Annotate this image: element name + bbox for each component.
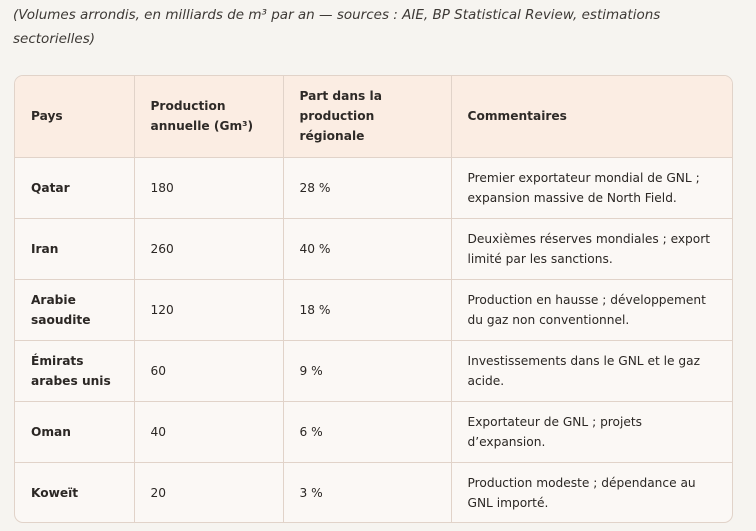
- cell-country: Oman: [15, 401, 135, 463]
- cell-comment: Investissements dans le GNL et le gaz ac…: [451, 340, 732, 402]
- cell-share: 3 %: [283, 462, 452, 522]
- table-row: Oman 40 6 % Exportateur de GNL ; projets d’…: [15, 401, 732, 463]
- table-caption: (Volumes arrondis, en milliards de m³ pa…: [13, 7, 661, 47]
- cell-comment: Premier exportateur mondial de GNL ; exp…: [451, 157, 732, 219]
- table-header-row: Pays Production annuelle (Gm³) Part dans…: [15, 76, 732, 158]
- header-production: Production annuelle (Gm³): [134, 76, 284, 158]
- cell-country: Qatar: [15, 157, 135, 219]
- cell-comment: Exportateur de GNL ; projets d’expansion…: [451, 401, 732, 463]
- cell-share: 28 %: [283, 157, 452, 219]
- cell-production: 60: [134, 340, 284, 402]
- table-row: Arabie saoudite 120 18 % Production en haus…: [15, 279, 732, 341]
- cell-production: 20: [134, 462, 284, 522]
- header-comments: Commentaires: [451, 76, 732, 158]
- cell-country: Iran: [15, 218, 135, 280]
- cell-production: 260: [134, 218, 284, 280]
- cell-production: 40: [134, 401, 284, 463]
- cell-comment: Deuxièmes réserves mondiales ; export li…: [451, 218, 732, 280]
- table-row: Qatar 180 28 % Premier exportateur mondial …: [15, 157, 732, 219]
- cell-country: Arabie saoudite: [15, 279, 135, 341]
- gas-production-table: Pays Production annuelle (Gm³) Part dans…: [14, 75, 733, 523]
- cell-country: Koweït: [15, 462, 135, 522]
- cell-country: Émirats arabes unis: [15, 340, 135, 402]
- cell-share: 18 %: [283, 279, 452, 341]
- table-row: Iran 260 40 % Deuxièmes réserves mondiales …: [15, 218, 732, 280]
- cell-comment: Production en hausse ; développement du …: [451, 279, 732, 341]
- cell-share: 40 %: [283, 218, 452, 280]
- cell-production: 180: [134, 157, 284, 219]
- cell-comment: Production modeste ; dépendance au GNL i…: [467, 475, 696, 510]
- table-row: Émirats arabes unis 60 9 % Investissements …: [15, 340, 732, 402]
- table-row: Koweït 20 3 % Production modeste ; dépendan…: [15, 462, 732, 522]
- cell-share: 6 %: [283, 401, 452, 463]
- header-country: Pays: [15, 76, 135, 158]
- cell-production: 120: [134, 279, 284, 341]
- header-share: Part dans la production régionale: [283, 76, 452, 158]
- cell-share: 9 %: [283, 340, 452, 402]
